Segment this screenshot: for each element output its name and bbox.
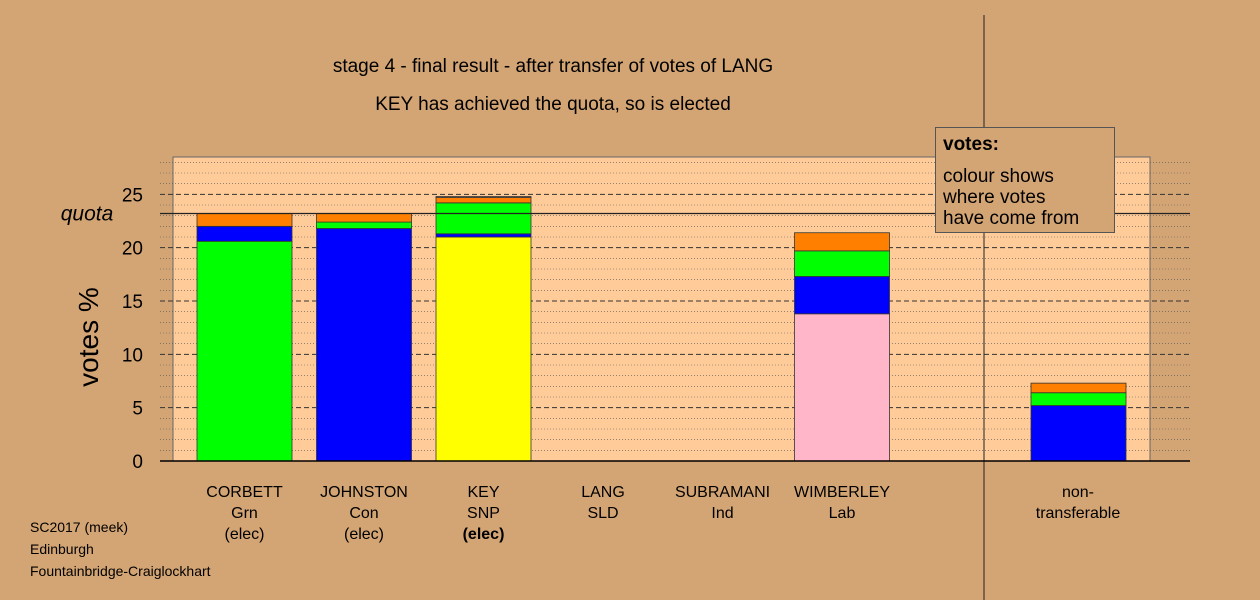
key-line-3: have come from	[943, 208, 1080, 229]
bar-non-transferable-segment-2	[1030, 382, 1127, 394]
candidate-status-johnston: (elec)	[344, 526, 384, 543]
candidate-name-subramani: SUBRAMANI	[675, 484, 770, 501]
candidate-party-corbett: Grn	[231, 505, 258, 522]
y-tick-label: 0	[132, 452, 143, 473]
y-tick-label: 10	[122, 345, 143, 366]
bar-corbett-segment-2	[196, 213, 293, 227]
bar-corbett-segment-0	[196, 240, 293, 462]
bar-non-transferable-segment-0	[1030, 405, 1127, 462]
candidate-name-lang: LANG	[581, 484, 625, 501]
y-tick-label: 20	[122, 239, 143, 260]
bar-wimberley-segment-0	[794, 313, 890, 462]
quota-label: quota	[61, 203, 114, 226]
bar-wimberley-segment-2	[794, 250, 890, 277]
chart-subtitle: KEY has achieved the quota, so is electe…	[375, 94, 731, 115]
bar-johnston-segment-2	[316, 213, 412, 223]
candidate-party-subramani: Ind	[711, 505, 733, 522]
bar-key-segment-4	[435, 196, 532, 198]
candidate-party-johnston: Con	[349, 505, 378, 522]
candidate-name-corbett: CORBETT	[206, 484, 283, 501]
bar-johnston-segment-0	[316, 228, 412, 462]
bar-corbett-segment-1	[196, 225, 293, 242]
non-transferable-label: transferable	[1036, 505, 1121, 522]
candidate-name-wimberley: WIMBERLEY	[794, 484, 890, 501]
bar-key-segment-2	[435, 202, 532, 235]
candidate-party-key: SNP	[467, 505, 500, 522]
candidate-status-corbett: (elec)	[224, 526, 264, 543]
y-tick-label: 25	[122, 185, 143, 206]
candidate-status-key: (elec)	[463, 526, 505, 543]
footer-info: SC2017 (meek) Edinburgh Fountainbridge-C…	[30, 516, 211, 582]
candidate-name-johnston: JOHNSTON	[320, 484, 408, 501]
colour-key-box: votes: colour shows where votes have com…	[935, 127, 1115, 233]
y-tick-label: 5	[132, 399, 143, 420]
bar-non-transferable-segment-1	[1030, 392, 1127, 406]
bar-wimberley-segment-1	[794, 276, 890, 315]
key-line-1: colour shows	[943, 166, 1054, 187]
footer-city: Edinburgh	[30, 541, 94, 557]
y-tick-label: 15	[122, 292, 143, 313]
bar-key-segment-0	[435, 236, 532, 462]
chart-title: stage 4 - final result - after transfer …	[333, 56, 773, 77]
bar-johnston-segment-1	[316, 221, 412, 229]
candidate-party-wimberley: Lab	[829, 505, 856, 522]
non-transferable-label: non-	[1062, 484, 1094, 501]
bar-key-segment-3	[435, 197, 532, 204]
y-axis-label: votes %	[73, 287, 104, 387]
bar-wimberley-segment-3	[794, 232, 890, 252]
bar-key-segment-1	[435, 233, 532, 238]
candidate-name-key: KEY	[467, 484, 499, 501]
footer-ward: Fountainbridge-Craiglockhart	[30, 563, 211, 579]
key-line-2: where votes	[943, 187, 1046, 208]
key-title: votes:	[943, 134, 999, 155]
candidate-party-lang: SLD	[587, 505, 618, 522]
footer-election: SC2017 (meek)	[30, 519, 129, 535]
